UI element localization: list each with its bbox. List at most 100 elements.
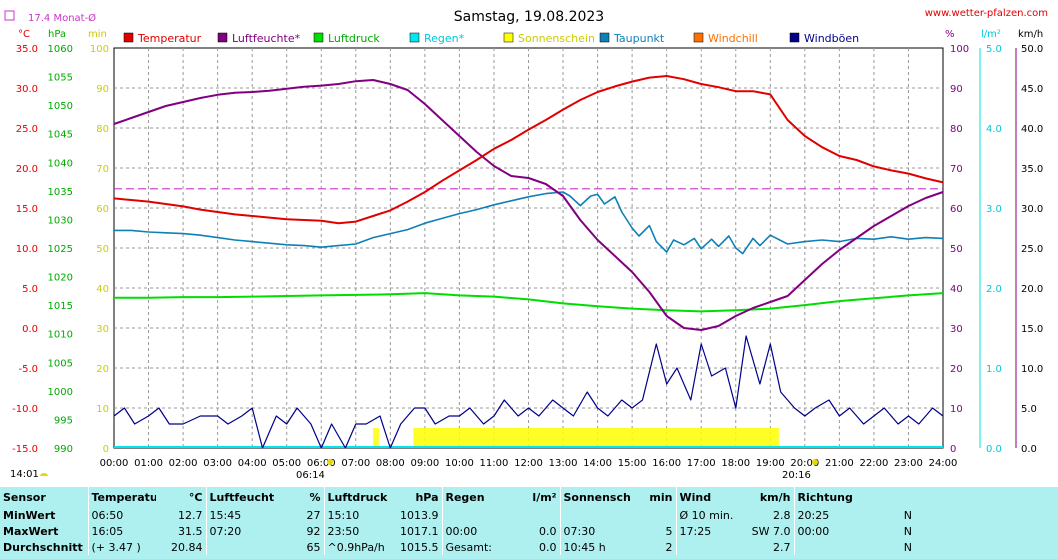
series-line-luftfeuchte xyxy=(113,79,944,331)
sunshine-bars xyxy=(373,428,779,448)
x-tick-label: 02:00 xyxy=(169,458,198,469)
weather-chart: 35.0 30.0 25.0 20.0 15.0 10.0 5.0 0.0 -5.0 -10.0 -… xyxy=(4,8,1048,481)
moon-icon xyxy=(40,473,48,476)
pressure-tick-label: 1055 xyxy=(48,73,73,84)
humidity-tick-label: 100 xyxy=(950,44,969,55)
wind-tick-label: 40.0 xyxy=(1021,124,1043,135)
stats-cell: 15:10 xyxy=(323,507,392,523)
legend-swatch xyxy=(123,32,134,43)
x-tick-label: 00:00 xyxy=(100,458,129,469)
x-tick-label: 10:00 xyxy=(445,458,474,469)
rain-tick-label: 3.0 xyxy=(986,204,1002,215)
sunshine-tick-label: 100 xyxy=(90,44,109,55)
stats-header-sun-unit: min xyxy=(649,490,673,504)
sunshine-tick-label: 70 xyxy=(96,164,109,175)
stats-cell: N xyxy=(903,524,912,538)
sunshine-tick-label: 90 xyxy=(96,84,109,95)
temperature-tick-label: 20.0 xyxy=(16,164,38,175)
wind-tick-label: 35.0 xyxy=(1021,164,1043,175)
temperature-tick-label: 0.0 xyxy=(22,324,38,335)
stats-cell: (+ 3.47 ) xyxy=(87,539,156,555)
x-tick-label: 07:00 xyxy=(341,458,370,469)
stats-cell: 65 xyxy=(306,540,321,554)
pressure-tick-label: 1000 xyxy=(48,387,73,398)
x-tick-label: 17:00 xyxy=(687,458,716,469)
temperature-tick-label: -15.0 xyxy=(12,444,38,455)
pressure-tick-label: 1010 xyxy=(48,330,73,341)
statistics-panel: Sensor Temperatur °C Luftfeuchte % Luftd… xyxy=(0,487,1058,559)
x-tick-label: 06:00 xyxy=(307,458,336,469)
sunshine-tick-label: 40 xyxy=(96,284,109,295)
stats-row-label: Durchschnitt xyxy=(3,540,83,554)
humidity-tick-label: 20 xyxy=(950,364,963,375)
stats-cell: 07:20 xyxy=(205,523,274,539)
stats-header-temp-unit: °C xyxy=(188,490,203,504)
legend-label: Windböen xyxy=(804,32,859,45)
stats-cell: 1013.9 xyxy=(400,508,439,522)
humidity-tick-label: 10 xyxy=(950,404,963,415)
legend-swatch xyxy=(503,32,514,43)
x-tick-label: 14:00 xyxy=(583,458,612,469)
temperature-tick-label: 25.0 xyxy=(16,124,38,135)
series-line-luftdruck xyxy=(114,292,944,313)
stats-cell: 1017.1 xyxy=(400,524,439,538)
unit-percent: % xyxy=(945,29,955,40)
unit-celsius: °C xyxy=(18,29,30,40)
stats-cell: 12.7 xyxy=(178,508,203,522)
wind-tick-label: 45.0 xyxy=(1021,84,1043,95)
wind-tick-label: 5.0 xyxy=(1021,404,1037,415)
wind-tick-label: 30.0 xyxy=(1021,204,1043,215)
rain-tick-label: 2.0 xyxy=(986,284,1002,295)
stats-cell: 2.7 xyxy=(773,540,791,554)
stats-header-dir: Richtung xyxy=(793,487,854,507)
humidity-tick-label: 70 xyxy=(950,164,963,175)
pressure-tick-label: 1050 xyxy=(48,101,73,112)
sunshine-tick-label: 30 xyxy=(96,324,109,335)
stats-cell xyxy=(675,539,742,555)
stats-cell: SW 7.0 xyxy=(751,524,791,538)
stats-cell: 1015.5 xyxy=(400,540,439,554)
x-tick-label: 23:00 xyxy=(894,458,923,469)
stats-cell: Ø 10 min. xyxy=(675,507,742,523)
rain-tick-label: 1.0 xyxy=(986,364,1002,375)
legend-swatch xyxy=(217,32,228,43)
sunset-icon xyxy=(812,459,818,465)
x-tick-label: 21:00 xyxy=(825,458,854,469)
sunrise-label: 06:14 xyxy=(296,470,325,481)
stats-cell: 92 xyxy=(306,524,321,538)
stats-cell: 5 xyxy=(665,524,673,538)
stats-header-rain-unit: l/m² xyxy=(532,490,557,504)
stats-header-row: Sensor Temperatur °C Luftfeuchte % Luftd… xyxy=(0,487,915,507)
stats-cell: 20.84 xyxy=(171,540,203,554)
stats-cell: Gesamt: xyxy=(441,539,508,555)
stats-header-hum-unit: % xyxy=(309,490,321,504)
temperature-tick-label: 5.0 xyxy=(22,284,38,295)
sunrise-icon xyxy=(327,459,333,465)
stats-row-max: MaxWert 16:05 31.5 07:20 92 23:50 1017.1… xyxy=(0,523,915,539)
rain-tick-label: 0.0 xyxy=(986,444,1002,455)
stats-cell: 06:50 xyxy=(87,507,156,523)
x-tick-label: 01:00 xyxy=(134,458,163,469)
stats-header-wind-unit: km/h xyxy=(759,490,791,504)
stats-cell: 16:05 xyxy=(87,523,156,539)
sunshine-tick-label: 0 xyxy=(103,444,109,455)
stats-cell: 15:45 xyxy=(205,507,274,523)
stats-cell: 00:00 xyxy=(793,523,854,539)
stats-row-label: MinWert xyxy=(3,508,56,522)
stats-header-rain: Regen xyxy=(441,487,508,507)
site-link[interactable]: www.wetter-pfalzen.com xyxy=(925,8,1048,19)
unit-kmh: km/h xyxy=(1018,29,1043,40)
pressure-tick-label: 1020 xyxy=(48,273,73,284)
wind-tick-label: 15.0 xyxy=(1021,324,1043,335)
pressure-tick-label: 1060 xyxy=(48,44,73,55)
humidity-tick-label: 30 xyxy=(950,324,963,335)
legend-swatch xyxy=(409,32,420,43)
sunshine-tick-label: 10 xyxy=(96,404,109,415)
pressure-tick-label: 1030 xyxy=(48,215,73,226)
statistics-table: Sensor Temperatur °C Luftfeuchte % Luftd… xyxy=(0,487,915,555)
stats-header-hum: Luftfeuchte xyxy=(205,487,274,507)
x-tick-label: 24:00 xyxy=(929,458,958,469)
legend-swatch xyxy=(599,32,610,43)
x-tick-label: 18:00 xyxy=(721,458,750,469)
legend-label: Taupunkt xyxy=(613,32,665,45)
